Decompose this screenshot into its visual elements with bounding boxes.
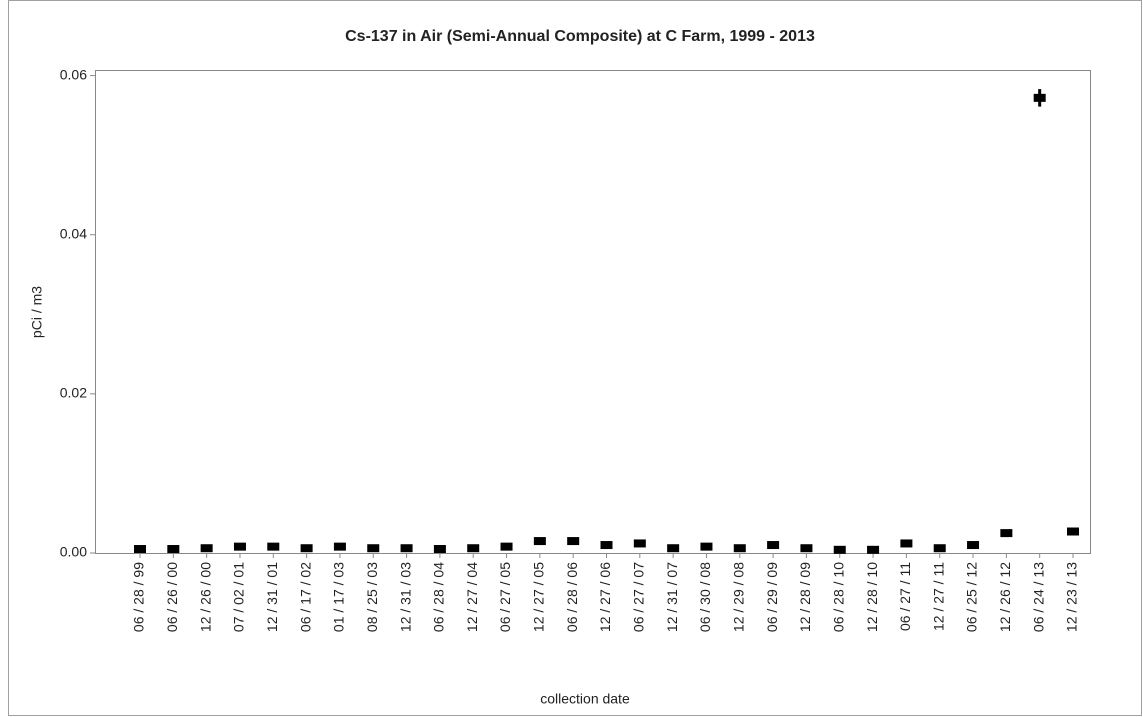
x-tick-label: 12 / 27 / 04 [464, 562, 480, 632]
x-tick-label: 06 / 17 / 02 [297, 562, 313, 632]
x-tick-label: 06 / 30 / 08 [697, 562, 713, 632]
chart-title: Cs-137 in Air (Semi-Annual Composite) at… [345, 28, 815, 45]
marker [134, 545, 146, 554]
x-tick-label: 06 / 28 / 10 [830, 562, 846, 632]
marker [367, 544, 380, 553]
y-tick-label: 0.00 [60, 544, 87, 560]
marker [833, 545, 846, 554]
x-tick-label: 06 / 28 / 99 [131, 562, 147, 632]
x-tick-label: 12 / 31 / 03 [397, 562, 413, 632]
x-tick-label: 12 / 27 / 05 [531, 562, 547, 632]
x-tick-label: 12 / 28 / 10 [864, 562, 880, 632]
marker [767, 541, 780, 550]
x-tick-label: 08 / 25 / 03 [364, 562, 380, 632]
x-tick-label: 12 / 27 / 11 [930, 562, 946, 631]
marker [1000, 529, 1013, 538]
marker [200, 544, 213, 553]
x-tick-label: 06 / 27 / 11 [897, 562, 913, 631]
marker [667, 544, 680, 553]
x-tick-label: 12 / 28 / 09 [797, 562, 813, 632]
x-tick-label: 06 / 28 / 04 [431, 562, 447, 632]
x-tick-label: 06 / 26 / 00 [164, 562, 180, 632]
x-tick-label: 12 / 31 / 07 [664, 562, 680, 632]
x-tick-label: 06 / 27 / 05 [497, 562, 513, 632]
x-tick-label: 06 / 24 / 13 [1030, 562, 1046, 632]
x-tick-label: 06 / 28 / 06 [564, 562, 580, 632]
marker [800, 544, 813, 553]
marker [433, 545, 446, 554]
marker [933, 544, 946, 553]
frame [8, 0, 1142, 716]
marker [633, 539, 646, 548]
x-tick-label: 12 / 26 / 00 [197, 562, 213, 632]
marker [500, 542, 513, 551]
marker [300, 544, 313, 553]
x-tick-label: 12 / 26 / 12 [997, 562, 1013, 632]
x-axis-label: collection date [540, 691, 630, 707]
plot-area [95, 70, 1091, 554]
x-tick-label: 07 / 02 / 01 [231, 562, 247, 632]
marker [967, 541, 980, 550]
marker [867, 545, 880, 554]
x-tick-label: 06 / 29 / 09 [764, 562, 780, 632]
marker [900, 539, 913, 548]
marker [167, 545, 180, 554]
marker [467, 544, 480, 553]
marker [267, 542, 280, 551]
x-tick-label: 06 / 25 / 12 [964, 562, 980, 632]
y-tick-label: 0.06 [60, 66, 87, 82]
y-tick-label: 0.04 [60, 225, 87, 241]
marker [400, 544, 413, 553]
marker [1067, 527, 1079, 536]
x-tick-label: 06 / 27 / 07 [631, 562, 647, 632]
marker [733, 544, 746, 553]
x-tick-label: 12 / 31 / 01 [264, 562, 280, 632]
x-tick-label: 12 / 27 / 06 [597, 562, 613, 632]
marker [333, 542, 346, 551]
marker [233, 542, 246, 551]
x-tick-label: 12 / 29 / 08 [730, 562, 746, 632]
x-tick-label: 01 / 17 / 03 [331, 562, 347, 632]
x-tick-label: 12 / 23 / 13 [1064, 562, 1080, 632]
marker [1033, 93, 1046, 102]
y-tick-label: 0.02 [60, 385, 87, 401]
y-axis-label: pCi / m3 [29, 286, 45, 338]
marker [600, 541, 613, 550]
marker [567, 537, 580, 546]
marker [700, 542, 713, 551]
marker [533, 537, 546, 546]
